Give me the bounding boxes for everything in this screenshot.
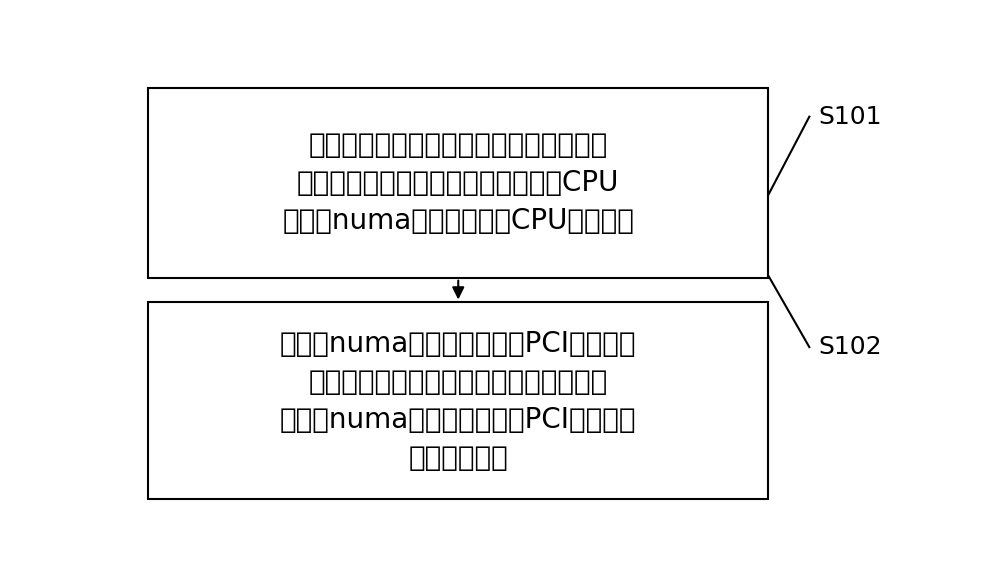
Text: 若目标numa节点对应的虚拟PCI设备不可: 若目标numa节点对应的虚拟PCI设备不可 — [280, 330, 637, 358]
Text: 于目标云主机: 于目标云主机 — [408, 444, 508, 472]
Text: 将其他numa节点对应的虚拟PCI设备配置: 将其他numa节点对应的虚拟PCI设备配置 — [280, 406, 637, 434]
Text: S102: S102 — [819, 335, 882, 359]
Text: 若接收到目标云主机的创建请求，则创建: 若接收到目标云主机的创建请求，则创建 — [309, 131, 608, 159]
Text: 用，且目标云主机配置有目标元数据，则: 用，且目标云主机配置有目标元数据，则 — [309, 368, 608, 396]
Text: S101: S101 — [819, 105, 882, 129]
Text: 与目标numa节点中的物理CPU进行绑定: 与目标numa节点中的物理CPU进行绑定 — [282, 207, 634, 235]
FancyBboxPatch shape — [148, 302, 768, 499]
Text: 目标云主机，并将目标云主机的虚拟CPU: 目标云主机，并将目标云主机的虚拟CPU — [297, 168, 619, 197]
FancyBboxPatch shape — [148, 88, 768, 278]
